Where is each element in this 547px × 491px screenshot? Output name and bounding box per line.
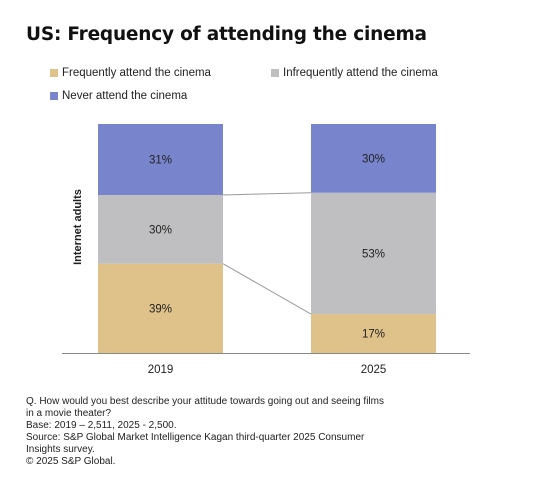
- footnotes: Q. How would you best describe your atti…: [26, 396, 496, 468]
- legend-label-never: Never attend the cinema: [62, 90, 188, 102]
- legend-swatch-never: [50, 92, 58, 100]
- legend-item-frequent: Frequently attend the cinema: [50, 67, 211, 79]
- legend-item-infrequent: Infrequently attend the cinema: [271, 67, 438, 79]
- data-label: 39%: [149, 303, 172, 315]
- bar-segment: [311, 124, 436, 193]
- y-axis-label: Internet adults: [72, 189, 84, 265]
- bar-segment: [311, 314, 436, 353]
- footnote-line: Insights survey.: [26, 444, 95, 455]
- legend-label-infrequent: Infrequently attend the cinema: [283, 67, 438, 79]
- data-label: 17%: [362, 329, 385, 341]
- data-label: 30%: [149, 224, 172, 236]
- data-label: 30%: [362, 153, 385, 165]
- legend-swatch-frequent: [50, 69, 58, 77]
- data-label: 31%: [149, 154, 172, 166]
- bar-segment: [98, 124, 223, 195]
- legend-item-never: Never attend the cinema: [50, 90, 187, 102]
- bar-segment: [98, 263, 223, 353]
- footnote-line: Base: 2019 – 2,511, 2025 - 2,500.: [26, 420, 177, 431]
- footnote-line: Q. How would you best describe your atti…: [26, 396, 384, 407]
- footnote-line: in a movie theater?: [26, 408, 112, 419]
- legend-label-frequent: Frequently attend the cinema: [62, 67, 211, 79]
- footnote-line: © 2025 S&P Global.: [26, 456, 116, 467]
- stacked-bar-chart: 39% 30% 31% 2019 17% 53% 30% 2025 Internet adult…: [62, 124, 470, 376]
- x-tick-label: 2025: [361, 364, 387, 376]
- chart-title: US: Frequency of attending the cinema: [26, 24, 427, 45]
- x-tick-label: 2019: [148, 364, 174, 376]
- data-label: 53%: [362, 248, 385, 260]
- legend-swatch-infrequent: [271, 69, 279, 77]
- connector-line: [222, 192, 312, 196]
- connector-line: [222, 263, 312, 315]
- bar-segment: [98, 194, 223, 264]
- footnote-line: Source: S&P Global Market Intelligence K…: [26, 432, 365, 443]
- bar-segment: [311, 192, 436, 315]
